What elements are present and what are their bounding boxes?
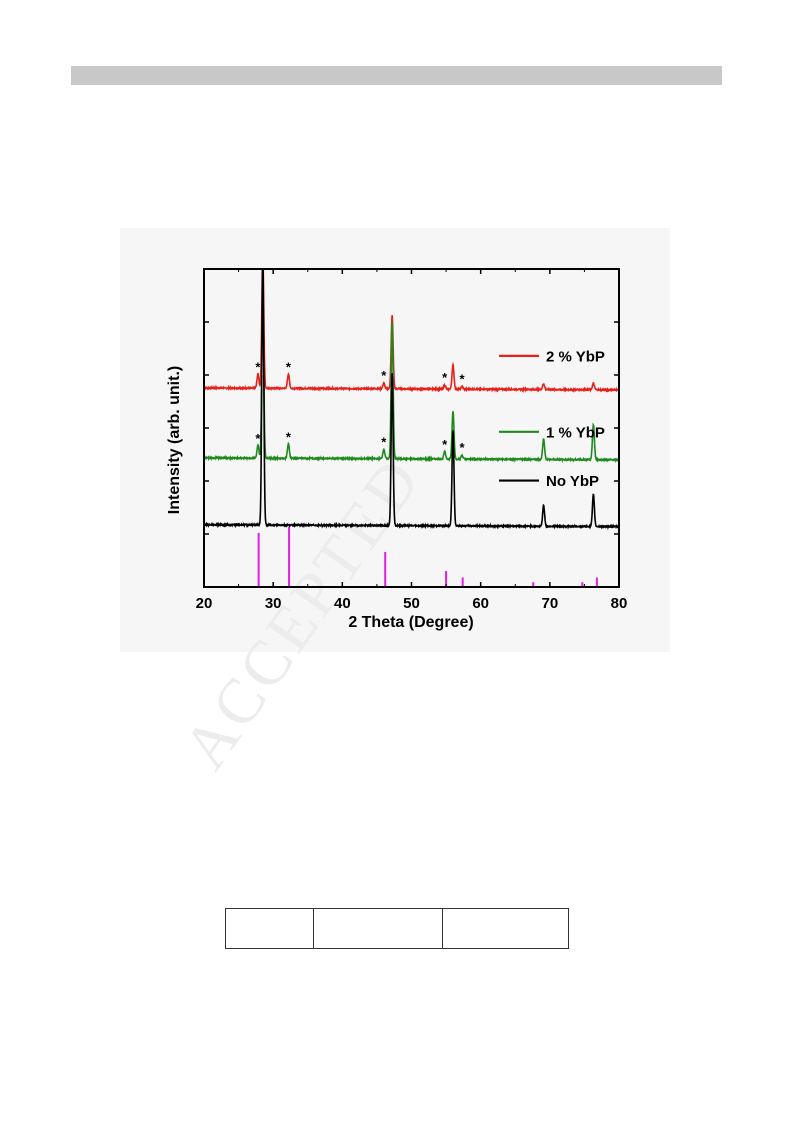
header-bar xyxy=(71,66,722,85)
data-table xyxy=(225,908,569,949)
peak-star-label: * xyxy=(286,360,292,375)
legend-label: 2 % YbP xyxy=(546,348,605,365)
figure-panel xyxy=(120,228,670,652)
legend: 2 % YbP 1 % YbP No YbP xyxy=(499,348,605,490)
peak-star-label: * xyxy=(442,437,448,452)
peak-star-label: * xyxy=(255,431,261,446)
x-tick-label: 50 xyxy=(403,595,420,612)
peak-star-label: * xyxy=(459,371,465,386)
table-cell xyxy=(225,908,314,949)
peak-star-label: * xyxy=(381,434,387,449)
x-tick-label: 30 xyxy=(265,595,282,612)
peak-star-label: * xyxy=(286,429,292,444)
x-tick-label: 20 xyxy=(196,595,213,612)
table-cell xyxy=(442,908,569,949)
plot-area: * * * * * * * * * * xyxy=(204,269,619,587)
series-line xyxy=(204,269,619,531)
x-tick-label: 40 xyxy=(334,595,351,612)
peak-star-label: * xyxy=(459,440,465,455)
legend-label: No YbP xyxy=(546,473,599,490)
x-axis-label: 2 Theta (Degree) xyxy=(348,614,473,631)
series-line xyxy=(204,269,619,394)
x-tick-label: 70 xyxy=(541,595,558,612)
table-cell xyxy=(313,908,443,949)
x-tick-label: 60 xyxy=(472,595,489,612)
legend-label: 1 % YbP xyxy=(546,424,605,441)
x-axis: 20 30 40 50 60 70 80 xyxy=(196,269,628,612)
y-axis-label: Intensity (arb. unit.) xyxy=(166,366,183,514)
xrd-chart: * * * * * * * * * * 20 30 40 50 60 70 80 2 % YbP 1 % YbP… xyxy=(166,268,628,631)
peak-star-label: * xyxy=(255,360,261,375)
peak-star-label: * xyxy=(381,368,387,383)
series-line xyxy=(204,292,619,464)
table-row xyxy=(225,908,569,949)
peak-star-label: * xyxy=(442,370,448,385)
x-tick-label: 80 xyxy=(611,595,628,612)
